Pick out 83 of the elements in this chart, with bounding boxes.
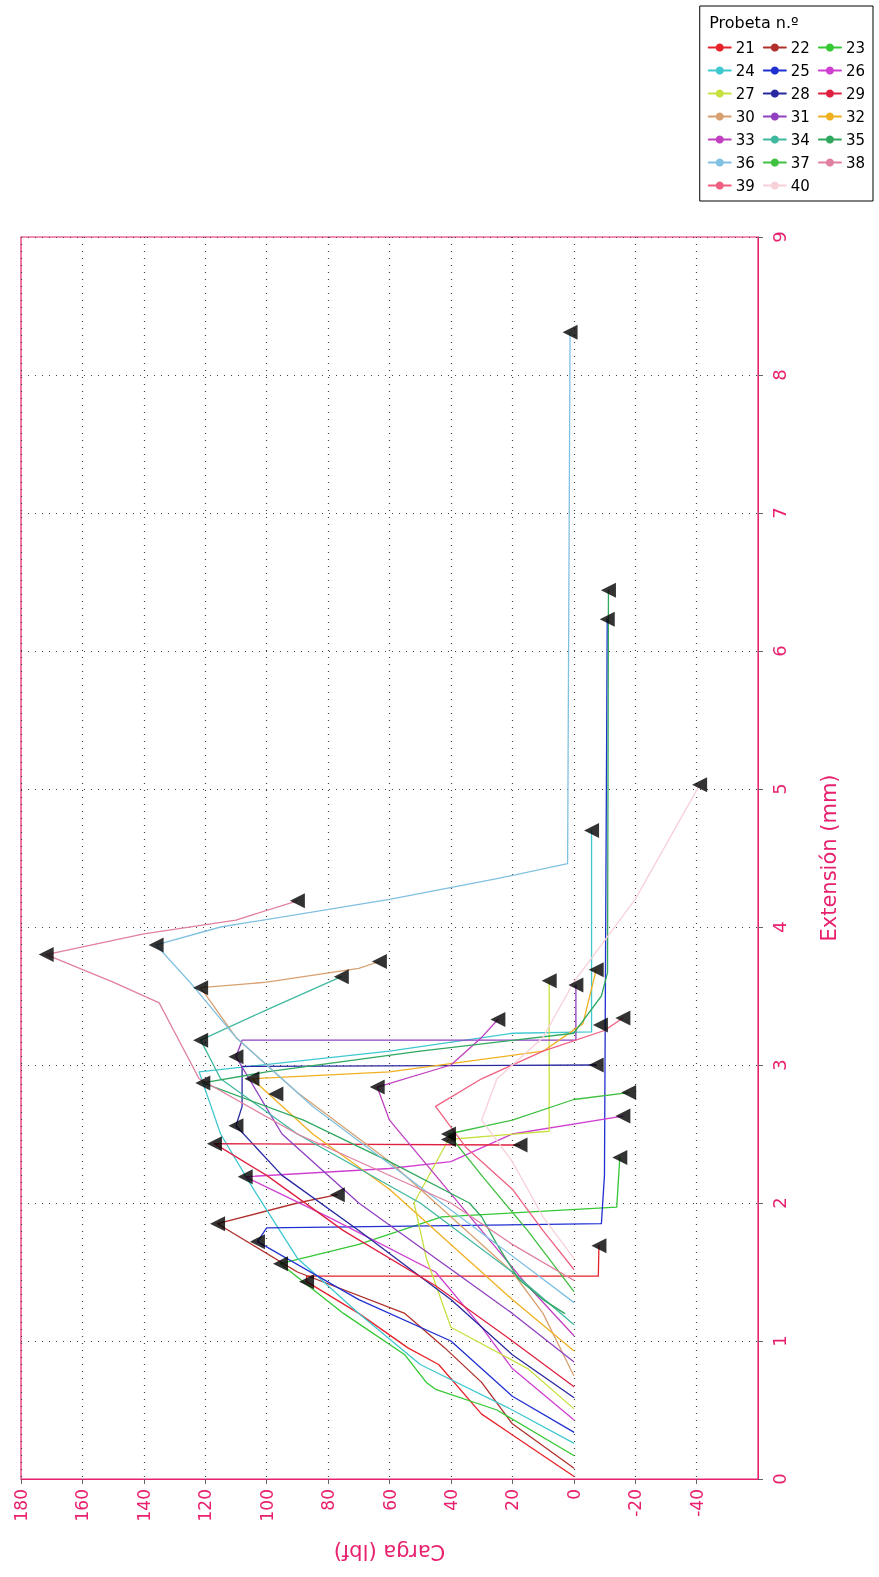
legend-label: 30: [735, 107, 755, 126]
y-tick-label: 9: [768, 231, 790, 243]
legend-label: 37: [790, 153, 810, 172]
point: [440, 1126, 456, 1142]
point: [599, 611, 615, 627]
point: [193, 980, 209, 996]
point: [592, 1017, 608, 1033]
point: [299, 1274, 315, 1290]
point: [584, 822, 600, 838]
legend-label: 23: [845, 38, 866, 57]
point: [692, 777, 708, 793]
legend-label: 40: [790, 176, 810, 195]
x-tick-label: 140: [133, 1489, 154, 1522]
x-tick-label: 80: [318, 1489, 339, 1511]
point: [38, 947, 54, 963]
point: [289, 893, 305, 909]
point: [615, 1010, 631, 1026]
point: [591, 1238, 607, 1254]
point: [244, 1071, 260, 1087]
legend-label: 38: [845, 153, 866, 172]
y-tick-label: 0: [768, 1473, 790, 1485]
point: [588, 1057, 604, 1073]
point: [621, 1085, 637, 1101]
point: [237, 1169, 253, 1185]
point: [148, 937, 164, 953]
legend-label: 28: [790, 84, 810, 103]
legend-label: 39: [735, 176, 755, 195]
y-axis-title: Extensión (mm): [816, 774, 841, 942]
x-tick-label: 160: [72, 1489, 93, 1522]
point: [600, 582, 616, 598]
y-tick-label: 1: [768, 1335, 790, 1347]
y-tick-label: 8: [768, 369, 790, 381]
point: [333, 969, 349, 985]
x-tick-label: 180: [11, 1489, 31, 1522]
legend-label: 33: [735, 130, 755, 149]
y-tick-label: 6: [768, 645, 790, 657]
point: [371, 954, 387, 969]
point: [329, 1187, 345, 1203]
point: [512, 1137, 528, 1153]
x-axis-title: Carga (lbf): [333, 1539, 446, 1564]
x-tick-label: 40: [440, 1489, 461, 1511]
legend-label: 36: [735, 153, 755, 172]
point: [541, 973, 557, 989]
legend-label: 26: [845, 61, 866, 80]
x-tick-label: 20: [502, 1489, 523, 1511]
legend-label: 35: [845, 130, 866, 149]
point: [612, 1149, 628, 1165]
y-tick-label: 2: [768, 1197, 790, 1209]
point: [228, 1118, 244, 1134]
point: [568, 977, 584, 993]
legend-label: 27: [735, 84, 755, 103]
x-tick-label: 100: [256, 1489, 277, 1522]
point: [268, 1086, 284, 1102]
legend-label: 25: [790, 61, 810, 80]
legend-label: 31: [790, 107, 810, 126]
legend-label: 32: [845, 107, 866, 126]
point: [615, 1108, 631, 1124]
point: [195, 1075, 211, 1091]
x-tick-label: 60: [379, 1489, 400, 1511]
point: [206, 1136, 222, 1152]
point: [562, 324, 578, 340]
legend-label: 24: [735, 61, 755, 80]
y-tick-label: 5: [768, 783, 790, 795]
legend-label: 34: [790, 130, 810, 149]
legend-title: Probeta n.º: [709, 13, 799, 32]
legend-label: 21: [735, 38, 755, 57]
point: [228, 1049, 244, 1065]
point: [249, 1234, 265, 1250]
legend-label: 29: [845, 84, 866, 103]
point: [272, 1256, 288, 1272]
x-tick-label: -40: [686, 1489, 707, 1517]
y-tick-label: 3: [768, 1059, 790, 1071]
point: [490, 1011, 506, 1027]
point: [193, 1032, 209, 1048]
y-tick-label: 7: [768, 507, 790, 519]
x-tick-label: 0: [563, 1489, 584, 1500]
x-tick-label: -20: [625, 1489, 646, 1517]
point: [210, 1216, 226, 1232]
y-tick-label: 4: [768, 921, 790, 933]
legend-label: 22: [790, 38, 810, 57]
point: [588, 962, 604, 978]
point: [369, 1079, 385, 1095]
x-tick-label: 120: [195, 1489, 216, 1522]
